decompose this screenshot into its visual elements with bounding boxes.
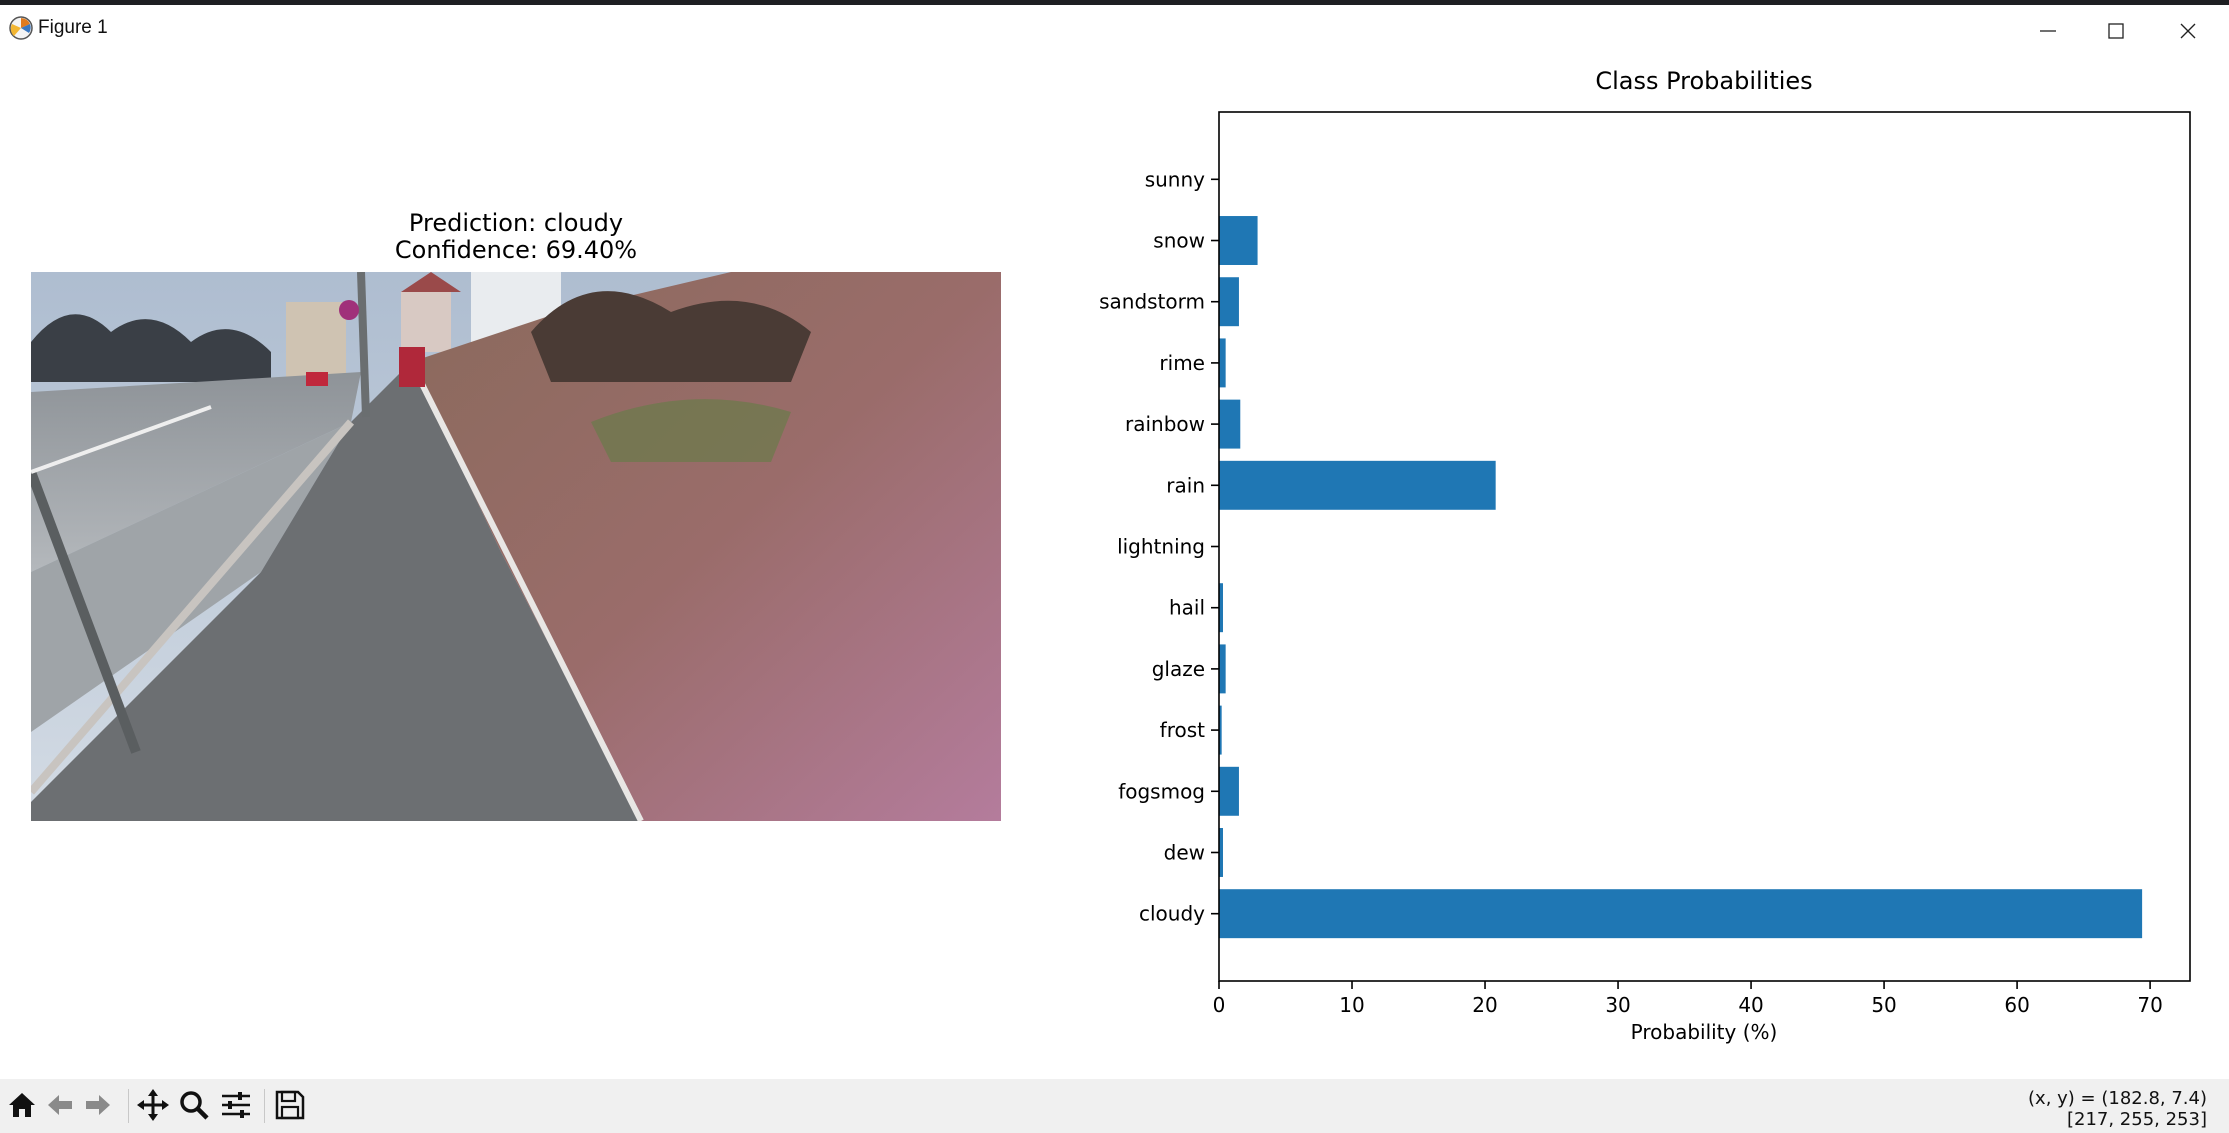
- x-tick-label-60: 60: [2004, 993, 2029, 1017]
- configure-subplots-icon: [222, 1092, 250, 1118]
- bar-glaze: [1219, 644, 1226, 694]
- plot-frame: [1218, 111, 2191, 982]
- bar-rime: [1219, 338, 1226, 388]
- matplotlib-app-icon: [9, 16, 33, 40]
- code-editor-strip: [0, 0, 2229, 5]
- back-button[interactable]: [42, 1087, 78, 1123]
- back-arrow-icon: [48, 1095, 72, 1115]
- y-tick-label-dew: dew: [1164, 840, 1205, 864]
- y-tick-label-sunny: sunny: [1145, 167, 1205, 191]
- y-tick-label-rime: rime: [1159, 351, 1205, 375]
- home-button[interactable]: [4, 1087, 40, 1123]
- pan-button[interactable]: [135, 1087, 171, 1123]
- bar-fogsmog: [1219, 766, 1239, 816]
- cursor-coordinates: (x, y) = (182.8, 7.4) [217, 255, 253]: [2028, 1088, 2207, 1130]
- toolbar-separator: [128, 1089, 129, 1123]
- pan-icon: [137, 1089, 169, 1121]
- navigation-toolbar: (x, y) = (182.8, 7.4) [217, 255, 253]: [0, 1079, 2229, 1133]
- y-tick-label-fogsmog: fogsmog: [1118, 779, 1205, 803]
- bar-cloudy: [1219, 889, 2143, 939]
- forward-arrow-icon: [86, 1095, 110, 1115]
- x-tick-label-50: 50: [1871, 993, 1896, 1017]
- bar-dew: [1219, 828, 1223, 877]
- y-tick-label-glaze: glaze: [1152, 657, 1205, 681]
- coords-rgb: [217, 255, 253]: [2066, 1109, 2207, 1130]
- class-probabilities-chart: Class Probabilities cloudy dew fogsmog fros…: [1099, 67, 2191, 1044]
- x-tick-label-40: 40: [1738, 993, 1763, 1017]
- x-tick-label-20: 20: [1472, 993, 1497, 1017]
- y-tick-label-sandstorm: sandstorm: [1099, 290, 1205, 314]
- zoom-icon: [180, 1091, 209, 1120]
- prediction-title: Prediction: cloudy: [408, 209, 624, 237]
- toolbar-separator: [264, 1089, 265, 1123]
- bar-frost: [1219, 705, 1222, 755]
- forward-button[interactable]: [80, 1087, 116, 1123]
- y-tick-label-rainbow: rainbow: [1125, 412, 1205, 436]
- y-tick-label-frost: frost: [1160, 718, 1205, 742]
- bar-snow: [1219, 216, 1258, 265]
- zoom-button[interactable]: [176, 1087, 212, 1123]
- y-tick-label-cloudy: cloudy: [1139, 902, 1205, 926]
- confidence-title: Confidence: 69.40%: [394, 236, 638, 264]
- y-tick-label-hail: hail: [1169, 596, 1205, 620]
- bar-rainbow: [1219, 399, 1241, 449]
- close-button[interactable]: [2154, 10, 2222, 52]
- home-icon: [9, 1093, 35, 1117]
- building: [286, 302, 346, 382]
- x-tick-label-70: 70: [2137, 993, 2162, 1017]
- maximize-button[interactable]: [2082, 10, 2150, 52]
- x-tick-label-30: 30: [1605, 993, 1630, 1017]
- bar-sandstorm: [1219, 277, 1239, 327]
- figure-canvas[interactable]: Prediction: cloudy Confidence: 69.40%: [0, 53, 2229, 1079]
- bar-rain: [1219, 460, 1496, 510]
- save-icon: [275, 1090, 305, 1120]
- save-button[interactable]: [272, 1087, 308, 1123]
- coords-xy: (x, y) = (182.8, 7.4): [2028, 1088, 2207, 1109]
- x-axis-label: Probability (%): [1631, 1020, 1778, 1044]
- y-tick-label-rain: rain: [1166, 473, 1205, 497]
- minimize-icon: [2040, 30, 2056, 32]
- y-tick-label-snow: snow: [1153, 229, 1205, 253]
- x-tick-label-10: 10: [1339, 993, 1364, 1017]
- y-tick-label-lightning: lightning: [1117, 535, 1205, 559]
- bar-hail: [1219, 583, 1223, 633]
- window-titlebar[interactable]: Figure 1: [0, 5, 2229, 53]
- close-icon: [2180, 23, 2196, 39]
- maximize-icon: [2108, 23, 2124, 39]
- pole: [31, 470, 141, 754]
- minimize-button[interactable]: [2014, 10, 2082, 52]
- window-title: Figure 1: [38, 17, 108, 38]
- configure-subplots-button[interactable]: [218, 1087, 254, 1123]
- input-image: [31, 272, 1001, 821]
- x-tick-label-0: 0: [1213, 993, 1226, 1017]
- chart-title: Class Probabilities: [1595, 67, 1812, 95]
